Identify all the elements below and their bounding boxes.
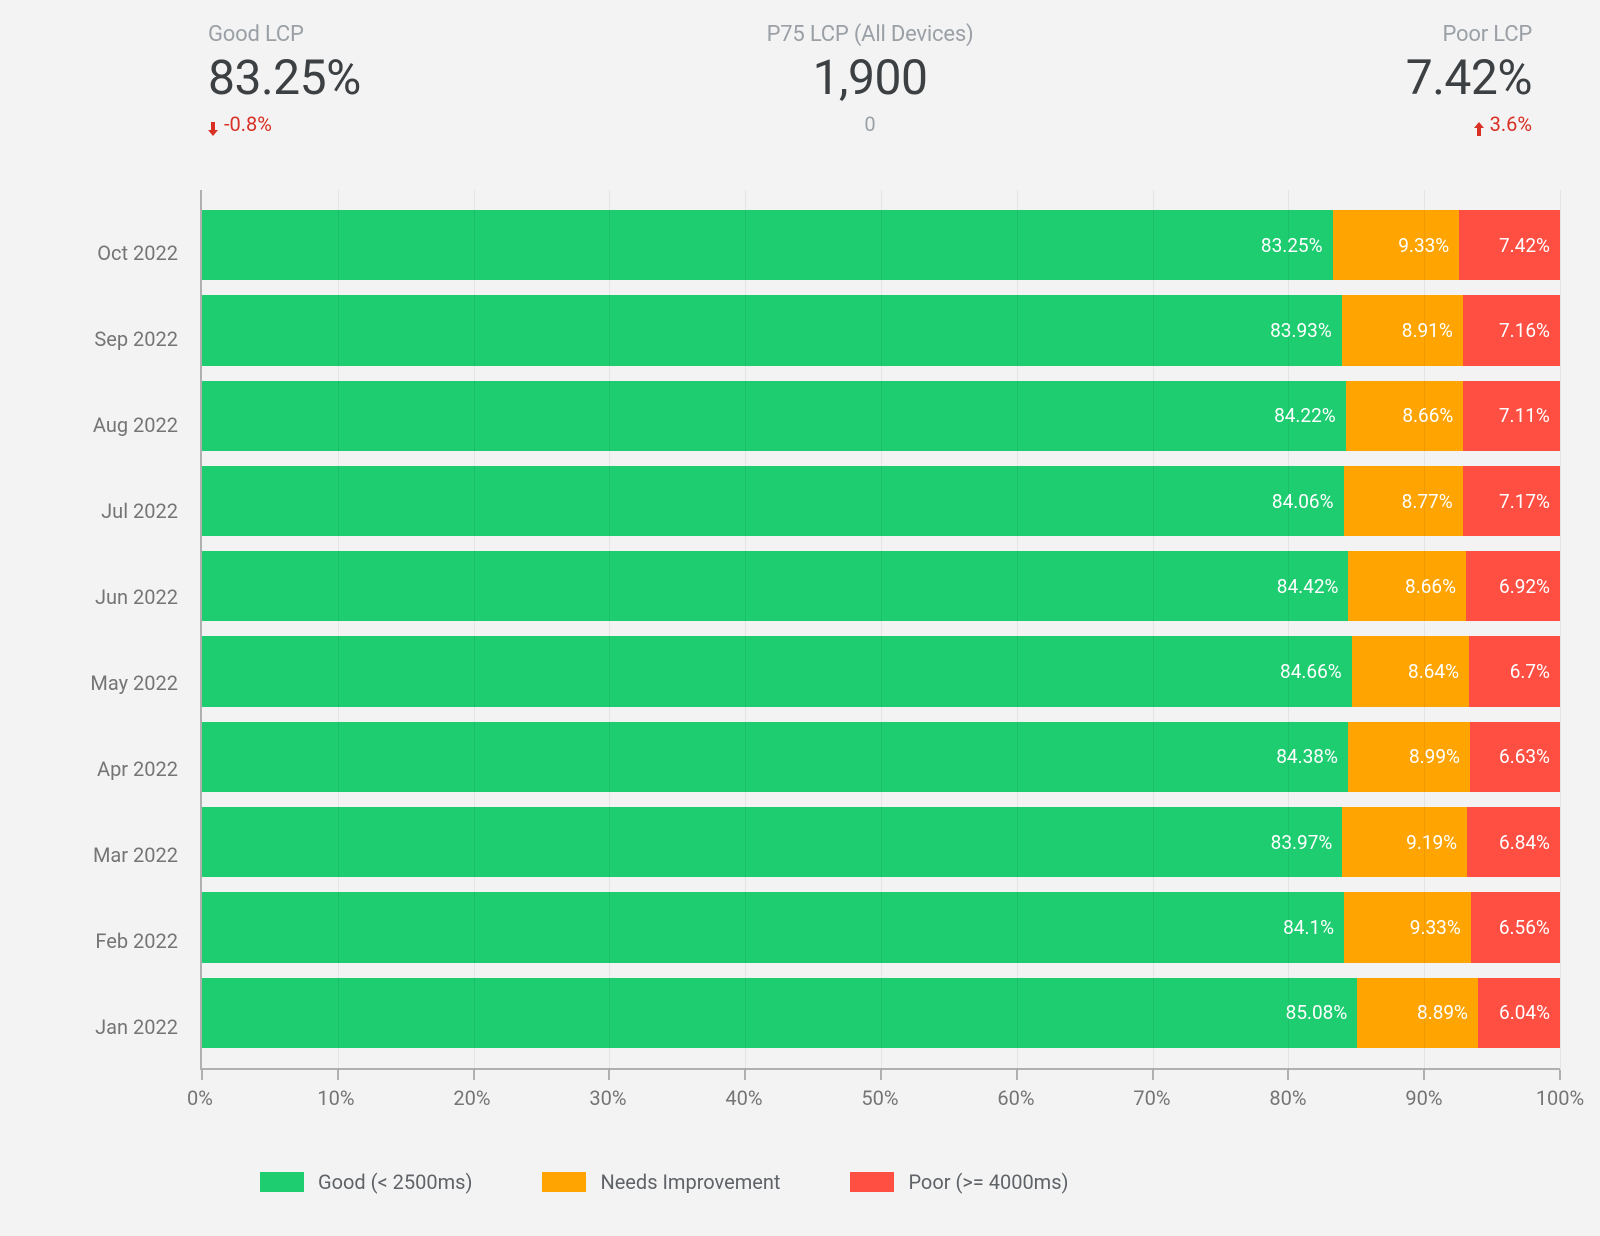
- scorecard-poor-lcp: Poor LCP 7.42% 3.6%: [1292, 22, 1532, 140]
- y-axis-category-label: Apr 2022: [40, 726, 200, 812]
- bar-segment-need: 9.19%: [1342, 807, 1467, 877]
- legend-label: Poor (>= 4000ms): [908, 1170, 1068, 1194]
- scorecard-subvalue: 0: [448, 112, 1292, 136]
- scorecard-label: P75 LCP (All Devices): [448, 22, 1292, 47]
- bar-segment-good: 84.38%: [202, 722, 1348, 792]
- x-axis-tick-label: 20%: [453, 1086, 490, 1110]
- bar-segment-good: 84.1%: [202, 892, 1344, 962]
- x-axis-tick-label: 50%: [861, 1086, 898, 1110]
- x-axis-tick-label: 40%: [725, 1086, 762, 1110]
- bar-segment-need: 9.33%: [1344, 892, 1471, 962]
- x-axis-tick-label: 80%: [1269, 1086, 1306, 1110]
- y-axis-category-label: Jun 2022: [40, 554, 200, 640]
- bar-segment-need: 8.66%: [1346, 381, 1464, 451]
- y-axis-category-label: Feb 2022: [40, 898, 200, 984]
- gridline: [609, 190, 610, 1070]
- bar-segment-poor: 6.92%: [1466, 551, 1560, 621]
- gridline: [881, 190, 882, 1070]
- y-axis-category-label: Sep 2022: [40, 296, 200, 382]
- x-axis-tick-label: 0%: [187, 1086, 213, 1110]
- scorecard-label: Good LCP: [208, 22, 448, 47]
- legend-label: Good (< 2500ms): [318, 1170, 472, 1194]
- gridline: [1424, 190, 1425, 1070]
- x-axis-tick-label: 30%: [589, 1086, 626, 1110]
- scorecard-value: 83.25%: [208, 49, 448, 106]
- bar-segment-poor: 6.84%: [1467, 807, 1560, 877]
- bar-segment-good: 85.08%: [202, 978, 1357, 1048]
- bar-segment-need: 8.99%: [1348, 722, 1470, 792]
- gridline: [338, 190, 339, 1070]
- legend-swatch-icon: [260, 1172, 304, 1192]
- scorecard-value: 7.42%: [1292, 49, 1532, 106]
- scorecard-p75-lcp: P75 LCP (All Devices) 1,900 0: [448, 22, 1292, 140]
- legend-item: Good (< 2500ms): [260, 1170, 472, 1194]
- bar-segment-good: 84.66%: [202, 636, 1352, 706]
- scorecard-delta: 3.6%: [1474, 112, 1532, 136]
- bar-segment-good: 84.22%: [202, 381, 1346, 451]
- bar-segment-poor: 6.56%: [1471, 892, 1560, 962]
- scorecards-row: Good LCP 83.25% -0.8% P75 LCP (All Devic…: [40, 0, 1560, 140]
- scorecard-label: Poor LCP: [1292, 22, 1532, 47]
- gridline: [474, 190, 475, 1070]
- legend-swatch-icon: [850, 1172, 894, 1192]
- scorecard-delta: -0.8%: [208, 112, 272, 136]
- bar-segment-good: 84.42%: [202, 551, 1348, 621]
- y-axis-labels: Oct 2022Sep 2022Aug 2022Jul 2022Jun 2022…: [40, 190, 200, 1070]
- x-axis-tick-label: 70%: [1133, 1086, 1170, 1110]
- arrow-up-icon: [1474, 117, 1484, 131]
- bar-segment-good: 83.25%: [202, 210, 1333, 280]
- scorecard-value: 1,900: [448, 49, 1292, 106]
- x-axis-tick-label: 60%: [997, 1086, 1034, 1110]
- plot-area: 83.25%9.33%7.42%83.93%8.91%7.16%84.22%8.…: [200, 190, 1560, 1070]
- bar-segment-good: 84.06%: [202, 466, 1344, 536]
- legend-item: Poor (>= 4000ms): [850, 1170, 1068, 1194]
- bar-segment-need: 9.33%: [1333, 210, 1460, 280]
- bar-segment-poor: 7.17%: [1463, 466, 1560, 536]
- x-axis-tick-label: 10%: [317, 1086, 354, 1110]
- x-axis-labels: 0%10%20%30%40%50%60%70%80%90%100%: [200, 1070, 1560, 1110]
- y-axis-category-label: Jan 2022: [40, 984, 200, 1070]
- y-axis-category-label: Jul 2022: [40, 468, 200, 554]
- bar-segment-need: 8.64%: [1352, 636, 1469, 706]
- x-axis-tick-label: 100%: [1536, 1086, 1584, 1110]
- y-axis-category-label: Oct 2022: [40, 210, 200, 296]
- dashboard-root: Good LCP 83.25% -0.8% P75 LCP (All Devic…: [0, 0, 1600, 1236]
- gridline: [1288, 190, 1289, 1070]
- bar-segment-poor: 7.11%: [1463, 381, 1560, 451]
- legend-label: Needs Improvement: [600, 1170, 780, 1194]
- y-axis-category-label: Aug 2022: [40, 382, 200, 468]
- gridline: [1560, 190, 1561, 1070]
- bar-segment-good: 83.97%: [202, 807, 1342, 877]
- scorecard-good-lcp: Good LCP 83.25% -0.8%: [208, 22, 448, 140]
- gridline: [745, 190, 746, 1070]
- legend-item: Needs Improvement: [542, 1170, 780, 1194]
- bar-segment-need: 8.77%: [1344, 466, 1463, 536]
- bar-segment-poor: 6.7%: [1469, 636, 1560, 706]
- bar-segment-good: 83.93%: [202, 295, 1342, 365]
- arrow-down-icon: [208, 117, 218, 131]
- bar-segment-poor: 7.42%: [1459, 210, 1560, 280]
- x-axis-tick-label: 90%: [1405, 1086, 1442, 1110]
- bar-segment-poor: 6.63%: [1470, 722, 1560, 792]
- bar-segment-need: 8.91%: [1342, 295, 1463, 365]
- chart-legend: Good (< 2500ms) Needs Improvement Poor (>=…: [260, 1170, 1560, 1194]
- bar-segment-need: 8.66%: [1348, 551, 1466, 621]
- delta-text: -0.8%: [224, 112, 272, 136]
- y-axis-category-label: May 2022: [40, 640, 200, 726]
- y-axis-category-label: Mar 2022: [40, 812, 200, 898]
- gridline: [1017, 190, 1018, 1070]
- lcp-distribution-chart: Oct 2022Sep 2022Aug 2022Jul 2022Jun 2022…: [40, 190, 1560, 1070]
- bar-segment-need: 8.89%: [1357, 978, 1478, 1048]
- delta-text: 3.6%: [1490, 112, 1532, 136]
- bar-segment-poor: 7.16%: [1463, 295, 1560, 365]
- legend-swatch-icon: [542, 1172, 586, 1192]
- bar-segment-poor: 6.04%: [1478, 978, 1560, 1048]
- gridline: [1153, 190, 1154, 1070]
